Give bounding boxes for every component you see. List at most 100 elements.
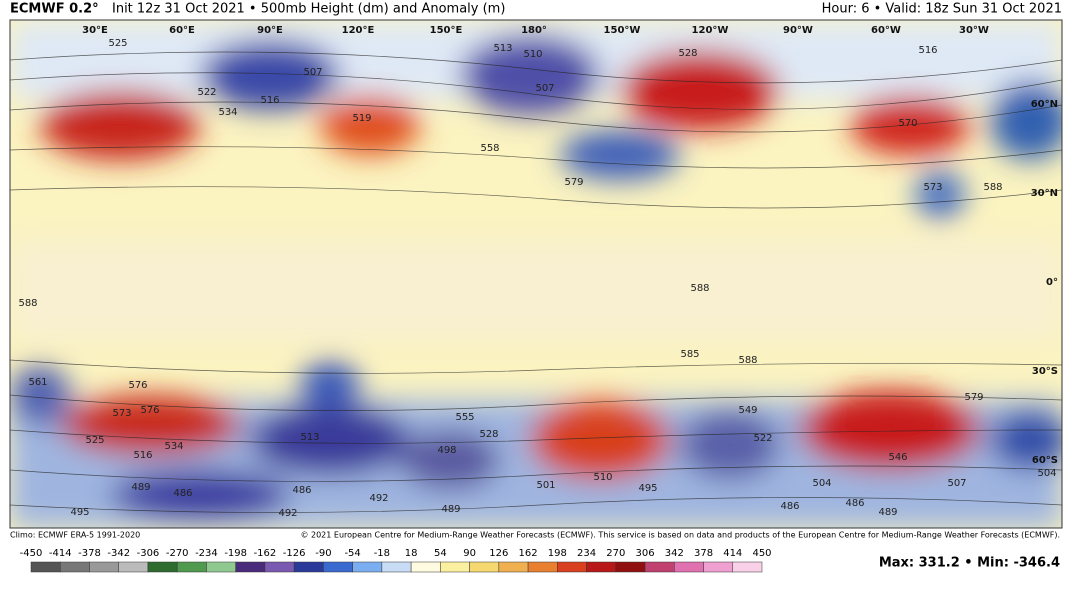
contour-label: 516 xyxy=(918,45,937,56)
colorbar-label: 198 xyxy=(548,548,567,559)
colorbar-swatch xyxy=(352,561,383,573)
contour-label: 579 xyxy=(564,177,583,188)
contour-label: 522 xyxy=(197,87,216,98)
contour-label: 576 xyxy=(128,380,147,391)
contour-label: 588 xyxy=(690,283,709,294)
contour-label: 525 xyxy=(108,38,127,49)
colorbar-swatch xyxy=(206,561,236,573)
colorbar-swatch xyxy=(118,561,149,573)
contour-label: 546 xyxy=(888,452,907,463)
colorbar-swatch xyxy=(410,561,441,573)
contour-label: 507 xyxy=(303,67,322,78)
colorbar-swatch xyxy=(176,561,207,573)
contour-label: 510 xyxy=(523,49,542,60)
contour-label: 489 xyxy=(441,504,460,515)
colorbar-label: -54 xyxy=(344,548,360,559)
contour-labels: 5255075225345165195105135075285585795705… xyxy=(18,38,1056,519)
lon-label: 60°W xyxy=(871,25,901,36)
contour-label: 486 xyxy=(780,501,799,512)
lat-label: 30°S xyxy=(1032,366,1058,377)
colorbar-swatch xyxy=(147,561,178,573)
lon-label: 30°E xyxy=(82,25,108,36)
contour-label: 570 xyxy=(898,118,917,129)
longitude-labels: 30°E 60°E 90°E 120°E 150°E 180° 150°W 12… xyxy=(82,25,989,36)
colorbar-label: 162 xyxy=(519,548,538,559)
contour-label: 573 xyxy=(923,182,942,193)
colorbar-swatch xyxy=(557,561,587,573)
colorbar-label: 54 xyxy=(434,548,447,559)
colorbar-label: -90 xyxy=(315,548,331,559)
lat-label: 30°N xyxy=(1031,188,1058,199)
lon-label: 120°W xyxy=(692,25,729,36)
latitude-labels: 60°N 30°N 0° 30°S 60°S xyxy=(1031,99,1058,466)
colorbar-swatch xyxy=(586,561,617,573)
colorbar-label: -126 xyxy=(283,548,306,559)
contour-label: 504 xyxy=(812,478,831,489)
contour-label: 525 xyxy=(85,435,104,446)
contour-label: 585 xyxy=(680,349,699,360)
colorbar-swatch xyxy=(527,561,558,573)
colorbar-swatch xyxy=(293,561,324,573)
contour-label: 516 xyxy=(260,95,279,106)
colorbar-label: -234 xyxy=(195,548,218,559)
colorbar-label: -450 xyxy=(20,548,43,559)
contour-label: 486 xyxy=(845,498,864,509)
contour-label: 555 xyxy=(455,412,474,423)
colorbar-swatch xyxy=(235,561,266,573)
colorbar-swatch xyxy=(674,561,704,573)
colorbar-swatch xyxy=(264,561,295,573)
colorbar-label: -342 xyxy=(107,548,130,559)
colorbar-swatch xyxy=(703,561,734,573)
contour-label: 489 xyxy=(878,507,897,518)
colorbar-label: 306 xyxy=(635,548,654,559)
contour-label: 573 xyxy=(112,408,131,419)
colorbar-label: -306 xyxy=(137,548,160,559)
contour-label: 501 xyxy=(536,480,555,491)
colorbar-label: 450 xyxy=(752,548,771,559)
contour-label: 486 xyxy=(173,488,192,499)
contour-label: 516 xyxy=(133,450,152,461)
contour-label: 489 xyxy=(131,482,150,493)
contour-label: 504 xyxy=(1037,468,1056,479)
lon-label: 30°W xyxy=(959,25,989,36)
lat-label: 0° xyxy=(1046,277,1058,288)
copyright: © 2021 European Centre for Medium-Range … xyxy=(300,531,1060,540)
colorbar-label: 90 xyxy=(463,548,476,559)
contour-label: 534 xyxy=(218,107,237,118)
colorbar-label: -198 xyxy=(224,548,247,559)
contour-label: 495 xyxy=(70,507,89,518)
lon-label: 90°W xyxy=(783,25,813,36)
contour-label: 519 xyxy=(352,113,371,124)
contour-label: 522 xyxy=(753,433,772,444)
description: Init 12z 31 Oct 2021 • 500mb Height (dm)… xyxy=(112,2,505,17)
contour-label: 528 xyxy=(479,429,498,440)
lat-label: 60°N xyxy=(1031,99,1058,110)
colorbar-label: -270 xyxy=(166,548,189,559)
colorbar-label: 378 xyxy=(694,548,713,559)
contour-label: 528 xyxy=(678,48,697,59)
lon-label: 90°E xyxy=(257,25,283,36)
lon-label: 150°E xyxy=(430,25,463,36)
colorbar-swatch xyxy=(440,561,470,573)
colorbar-label: 126 xyxy=(489,548,508,559)
contour-label: 498 xyxy=(437,445,456,456)
contour-label: 492 xyxy=(278,508,297,519)
colorbar: -450 -414 -378 -342 -306 -270 -234 -198 -162 -126… xyxy=(20,548,772,573)
lon-label: 150°W xyxy=(604,25,641,36)
colorbar-label: 234 xyxy=(577,548,596,559)
contour-label: 579 xyxy=(964,392,983,403)
contour-label: 561 xyxy=(28,377,47,388)
colorbar-swatch xyxy=(732,561,763,573)
colorbar-swatch xyxy=(59,561,90,573)
contour-label: 576 xyxy=(140,405,159,416)
contour-label: 588 xyxy=(738,355,757,366)
contour-label: 495 xyxy=(638,483,657,494)
colorbar-label: 270 xyxy=(606,548,625,559)
contour-label: 588 xyxy=(983,182,1002,193)
model-name: ECMWF 0.2° xyxy=(10,2,99,17)
colorbar-swatch xyxy=(469,561,500,573)
climo-note: Climo: ECMWF ERA-5 1991-2020 xyxy=(10,531,140,540)
map-frame xyxy=(9,19,1063,529)
contour-label: 513 xyxy=(300,432,319,443)
